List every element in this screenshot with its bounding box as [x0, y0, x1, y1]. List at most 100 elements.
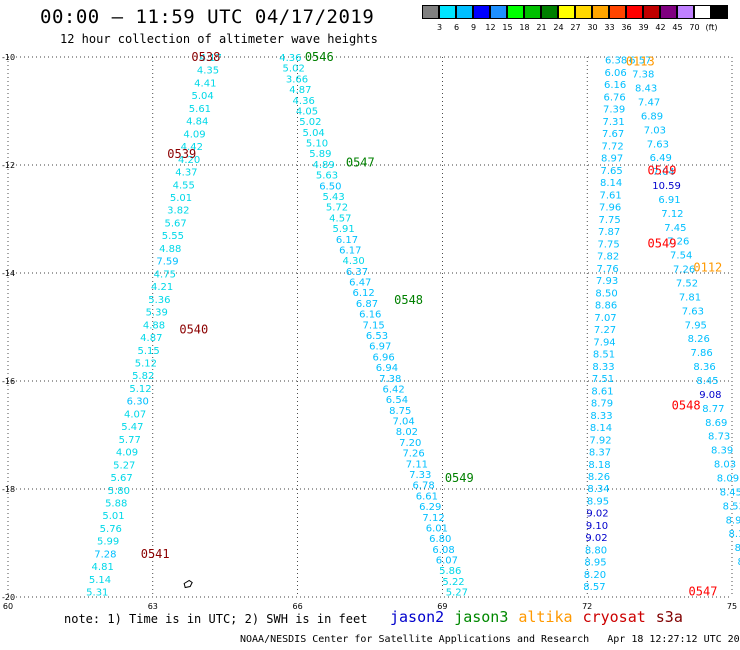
- legend-s3a: s3a: [655, 608, 683, 626]
- wave-height-value: 7.26: [402, 449, 424, 460]
- pass-time-label: 0549: [445, 471, 474, 485]
- wave-height-value: 5.77: [119, 435, 141, 446]
- pass-time-label: 0548: [394, 293, 423, 307]
- pass-time-label: 0113: [626, 54, 655, 68]
- wave-height-value: 7.04: [392, 417, 414, 428]
- colorbar-label: 27: [570, 23, 581, 32]
- wave-height-value: 4.37: [175, 168, 197, 179]
- pass-time-label: 0540: [179, 323, 208, 337]
- colorbar-label: 30: [587, 23, 598, 32]
- wave-height-value: 4.21: [151, 282, 173, 293]
- wave-height-value: 6.87: [356, 299, 378, 310]
- wave-height-value: 8.50: [595, 288, 617, 299]
- wave-height-value: 8.02: [396, 427, 418, 438]
- wave-height-value: 7.12: [661, 209, 683, 220]
- wave-height-value: 5.89: [309, 149, 331, 160]
- colorbar-label: (ft): [705, 23, 718, 32]
- units-note: note: 1) Time is in UTC; 2) SWH is in fe…: [64, 612, 368, 626]
- wave-height-value: 5.99: [97, 537, 119, 548]
- wave-height-value: 4.09: [116, 448, 138, 459]
- legend-altika: altika: [518, 608, 573, 626]
- wave-height-value: 7.76: [596, 264, 618, 275]
- wave-height-value: 4.88: [143, 320, 165, 331]
- wave-height-value: 7.15: [362, 320, 384, 331]
- wave-height-value: 7.39: [603, 105, 625, 116]
- wave-height-value: 5.22: [442, 577, 464, 588]
- wave-height-value: 8.79: [591, 399, 613, 410]
- colorbar-swatch: [677, 5, 694, 19]
- wave-height-value: 9.02: [585, 533, 607, 544]
- colorbar-label: 6: [453, 23, 460, 32]
- wave-height-value: 5.27: [113, 460, 135, 471]
- wave-height-value: 7.11: [406, 459, 428, 470]
- wave-height-plot: 60 63 66 69 72 75-10-12-14-16-18-204.174.354.…: [2, 50, 740, 610]
- wave-height-value: 5.82: [132, 371, 154, 382]
- wave-height-value: 5.61: [189, 104, 211, 115]
- wave-height-value: 4.09: [183, 129, 205, 140]
- wave-height-value: 8.14: [590, 423, 612, 434]
- colorbar-label: 18: [519, 23, 530, 32]
- wave-height-value: 5.31: [86, 588, 108, 599]
- wave-height-value: 5.27: [446, 588, 468, 599]
- wave-height-value: 6.38: [605, 56, 627, 67]
- wave-height-value: 6.53: [366, 331, 388, 342]
- wave-height-value: 7.92: [589, 435, 611, 446]
- pass-time-label: 0546: [305, 50, 334, 64]
- colorbar-label: 45: [672, 23, 683, 32]
- wave-height-value: 8.45: [720, 487, 740, 498]
- wave-height-value: 9.10: [586, 521, 608, 532]
- colorbar-swatch: [524, 5, 541, 19]
- wave-height-value: 7.04: [653, 167, 675, 178]
- colorbar-swatch: [490, 5, 507, 19]
- wave-height-value: 5.63: [316, 171, 338, 182]
- wave-height-value: 9.02: [586, 509, 608, 520]
- pass-time-label: 0549: [648, 236, 677, 250]
- wave-height-value: 8.33: [590, 411, 612, 422]
- y-tick-label: -12: [2, 161, 15, 170]
- wave-height-value: 6.78: [412, 481, 434, 492]
- chart-title: 00:00 – 11:59 UTC 04/17/2019: [40, 6, 375, 28]
- wave-height-value: 7.38: [632, 70, 654, 81]
- wave-height-value: 4.75: [154, 269, 176, 280]
- x-tick-label: 60: [3, 602, 13, 610]
- wave-height-value: 6.12: [352, 288, 374, 299]
- legend-jason2: jason2: [390, 608, 445, 626]
- wave-height-value: 6.80: [429, 534, 451, 545]
- wave-height-value: 7.75: [598, 215, 620, 226]
- pass-time-label: 0541: [141, 547, 170, 561]
- wave-height-value: 8.75: [389, 406, 411, 417]
- x-tick-label: 72: [582, 602, 592, 610]
- wave-height-value: 10.59: [652, 181, 681, 192]
- wave-height-value: 8.97: [601, 154, 623, 165]
- wave-height-value: 6.96: [372, 352, 394, 363]
- colorbar-label: 3: [436, 23, 443, 32]
- colorbar-swatch: [439, 5, 456, 19]
- wave-height-value: 9.08: [699, 390, 721, 401]
- pass-time-label: 0548: [672, 398, 701, 412]
- wave-height-value: 5.02: [283, 64, 305, 75]
- wave-height-value: 8.09: [717, 473, 739, 484]
- wave-height-value: 7.03: [644, 125, 666, 136]
- wave-height-value: 4.36: [279, 53, 301, 64]
- wave-height-value: 7.38: [379, 374, 401, 385]
- wave-height-value: 8.18: [588, 460, 610, 471]
- wave-height-value: 7.12: [422, 513, 444, 524]
- wave-height-value: 8.61: [591, 386, 613, 397]
- wave-height-value: 6.54: [386, 395, 408, 406]
- wave-height-value: 4.30: [343, 256, 365, 267]
- colorbar-swatch: [507, 5, 524, 19]
- wave-height-value: 5.88: [105, 499, 127, 510]
- wave-height-value: 8.39: [711, 446, 733, 457]
- wave-height-value: 4.36: [293, 96, 315, 107]
- wave-height-value: 5.47: [121, 422, 143, 433]
- colorbar-swatch: [660, 5, 677, 19]
- wave-height-value: 7.96: [599, 203, 621, 214]
- wave-height-value: 5.04: [303, 128, 325, 139]
- colorbar-swatch: [575, 5, 592, 19]
- wave-height-value: 5.67: [164, 218, 186, 229]
- colorbar-swatch: [422, 5, 439, 19]
- wave-height-value: 8.95: [584, 558, 606, 569]
- y-tick-label: -10: [2, 53, 15, 62]
- pass-time-label: 0549: [648, 163, 677, 177]
- wave-height-value: 8.86: [595, 301, 617, 312]
